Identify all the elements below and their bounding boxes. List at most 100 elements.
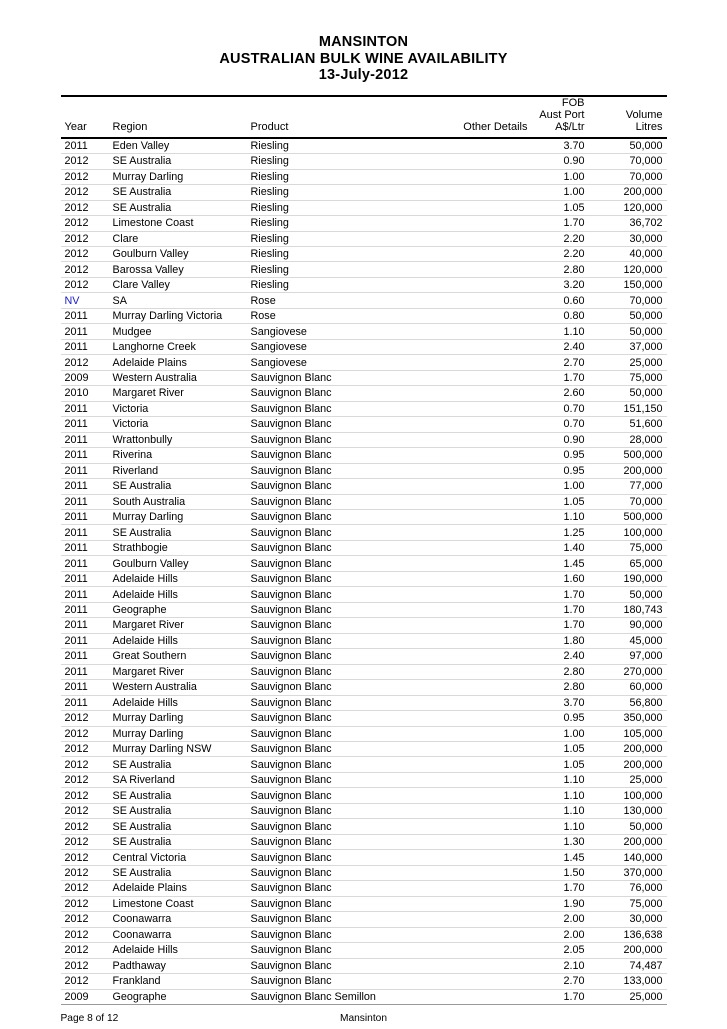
cell-region: Victoria (106, 416, 245, 433)
cell-vol: 70,000 (593, 292, 667, 309)
cell-year: 2012 (60, 200, 107, 217)
cell-region: Murray Darling Victoria (106, 308, 245, 325)
cell-region: Riverland (106, 463, 245, 480)
cell-fob: 2.70 (529, 973, 594, 990)
cell-product: Riesling (244, 246, 445, 263)
cell-fob: 0.90 (529, 153, 594, 170)
cell-product: Riesling (244, 231, 445, 248)
cell-fob: 2.20 (529, 246, 594, 263)
cell-fob: 1.70 (529, 989, 594, 1005)
cell-product: Riesling (244, 261, 445, 278)
cell-product: Sauvignon Blanc (244, 880, 445, 897)
cell-product: Sauvignon Blanc (244, 401, 445, 418)
cell-fob: 3.70 (529, 695, 594, 712)
cell-year: 2012 (60, 756, 107, 773)
table-row: 2012 Murray Darling NSW Sauvignon Blanc 1.0… (60, 741, 667, 758)
cell-product: Rose (244, 292, 445, 309)
cell-year: 2012 (60, 741, 107, 758)
cell-fob: 2.80 (529, 679, 594, 696)
cell-vol: 97,000 (593, 648, 667, 665)
cell-other (444, 231, 530, 248)
cell-vol: 200,000 (593, 184, 667, 201)
cell-region: SE Australia (106, 153, 245, 170)
cell-fob: 1.80 (529, 633, 594, 650)
cell-region: Margaret River (106, 617, 245, 634)
table-row: 2012 SE Australia Sauvignon Blanc 1.10 130,0… (60, 803, 667, 820)
cell-region: Geographe (106, 602, 245, 619)
table-body: 2011 Eden Valley Riesling 3.70 50,000 2012 SE … (60, 137, 667, 1005)
cell-vol: 270,000 (593, 664, 667, 681)
cell-vol: 36,702 (593, 215, 667, 232)
cell-fob: 0.70 (529, 401, 594, 418)
cell-region: SA (106, 292, 245, 309)
cell-vol: 133,000 (593, 973, 667, 990)
cell-product: Sauvignon Blanc (244, 772, 445, 789)
cell-region: Langhorne Creek (106, 339, 245, 356)
cell-product: Sauvignon Blanc (244, 571, 445, 588)
cell-year: 2012 (60, 942, 107, 959)
table-header-row: Year Region Product Other Details FOB Au… (60, 94, 667, 139)
cell-vol: 500,000 (593, 447, 667, 464)
table-row: 2012 Clare Valley Riesling 3.20 150,000 (60, 277, 667, 294)
table-row: 2012 SE Australia Sauvignon Blanc 1.05 200,0… (60, 756, 667, 773)
cell-region: Wrattonbully (106, 432, 245, 449)
cell-region: Goulburn Valley (106, 555, 245, 572)
cell-vol: 100,000 (593, 524, 667, 541)
cell-year: 2011 (60, 664, 107, 681)
cell-product: Sauvignon Blanc (244, 633, 445, 650)
table-row: 2011 South Australia Sauvignon Blanc 1.05 70… (60, 494, 667, 510)
cell-vol: 50,000 (593, 818, 667, 835)
table-header: Year Region Product Other Details FOB Au… (60, 94, 667, 139)
cell-region: Great Southern (106, 648, 245, 665)
cell-product: Sauvignon Blanc (244, 911, 445, 928)
table-row: 2011 Wrattonbully Sauvignon Blanc 0.90 28,00… (60, 432, 667, 449)
cell-vol: 50,000 (593, 385, 667, 402)
cell-region: Clare Valley (106, 277, 245, 294)
cell-year: 2012 (60, 818, 107, 835)
table-row: 2011 Murray Darling Sauvignon Blanc 1.10 500… (60, 509, 667, 526)
cell-fob: 1.10 (529, 787, 594, 804)
cell-product: Sauvignon Blanc (244, 958, 445, 975)
table-row: 2012 SA Riverland Sauvignon Blanc 1.10 25,00… (60, 772, 667, 789)
cell-other (444, 494, 530, 510)
cell-other (444, 416, 530, 433)
cell-fob: 1.45 (529, 849, 594, 866)
cell-vol: 45,000 (593, 633, 667, 650)
table-row: 2011 Riverina Sauvignon Blanc 0.95 500,000 (60, 447, 667, 464)
cell-region: Padthaway (106, 958, 245, 975)
cell-fob: 3.20 (529, 277, 594, 294)
cell-fob: 2.20 (529, 231, 594, 248)
cell-year: 2009 (60, 989, 107, 1005)
cell-other (444, 478, 530, 495)
cell-fob: 1.70 (529, 880, 594, 897)
cell-vol: 90,000 (593, 617, 667, 634)
page-footer: Page 8 of 12 Mansinton (61, 1005, 667, 1029)
table-row: 2011 SE Australia Sauvignon Blanc 1.25 100,0… (60, 524, 667, 541)
cell-vol: 200,000 (593, 756, 667, 773)
cell-vol: 100,000 (593, 787, 667, 804)
cell-region: Adelaide Plains (106, 354, 245, 371)
cell-other (444, 354, 530, 371)
column-header-other-details: Other Details (444, 94, 530, 139)
cell-vol: 350,000 (593, 710, 667, 727)
cell-vol: 50,000 (593, 308, 667, 325)
cell-other (444, 741, 530, 758)
cell-fob: 1.70 (529, 602, 594, 619)
cell-fob: 0.95 (529, 463, 594, 480)
cell-other (444, 787, 530, 804)
cell-product: Sauvignon Blanc (244, 849, 445, 866)
cell-year: 2012 (60, 277, 107, 294)
cell-fob: 1.45 (529, 555, 594, 572)
cell-year: 2011 (60, 633, 107, 650)
cell-region: Limestone Coast (106, 215, 245, 232)
cell-product: Sauvignon Blanc (244, 586, 445, 603)
table-row: 2011 Victoria Sauvignon Blanc 0.70 151,150 (60, 401, 667, 418)
cell-vol: 74,487 (593, 958, 667, 975)
cell-product: Sauvignon Blanc (244, 927, 445, 944)
cell-vol: 140,000 (593, 849, 667, 866)
cell-region: Adelaide Hills (106, 942, 245, 959)
cell-vol: 60,000 (593, 679, 667, 696)
table-row: 2012 Goulburn Valley Riesling 2.20 40,000 (60, 246, 667, 263)
cell-product: Sauvignon Blanc (244, 509, 445, 526)
cell-fob: 1.00 (529, 478, 594, 495)
